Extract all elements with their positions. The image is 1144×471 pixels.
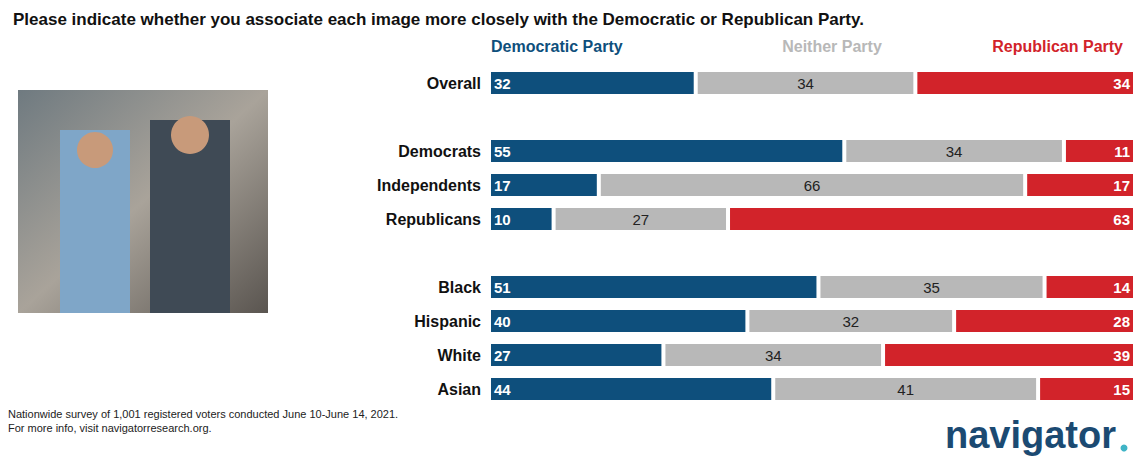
svg-text:For more info, visit navigator: For more info, visit navigatorresearch.o… bbox=[8, 422, 212, 434]
svg-text:44: 44 bbox=[494, 381, 511, 398]
svg-text:55: 55 bbox=[494, 143, 511, 160]
svg-text:Independents: Independents bbox=[377, 177, 481, 194]
svg-text:39: 39 bbox=[1113, 347, 1130, 364]
svg-text:Nationwide survey of 1,001 reg: Nationwide survey of 1,001 registered vo… bbox=[8, 408, 398, 420]
svg-text:51: 51 bbox=[494, 279, 511, 296]
svg-text:34: 34 bbox=[946, 143, 963, 160]
svg-text:Republicans: Republicans bbox=[386, 211, 481, 228]
svg-text:34: 34 bbox=[797, 75, 814, 92]
svg-text:Republican Party: Republican Party bbox=[992, 38, 1123, 55]
svg-text:32: 32 bbox=[494, 75, 511, 92]
svg-text:27: 27 bbox=[494, 347, 511, 364]
svg-text:66: 66 bbox=[804, 177, 821, 194]
svg-text:Neither Party: Neither Party bbox=[782, 38, 882, 55]
svg-text:11: 11 bbox=[1114, 143, 1130, 160]
svg-text:Asian: Asian bbox=[437, 381, 481, 398]
svg-text:Please indicate whether you as: Please indicate whether you associate ea… bbox=[13, 10, 864, 29]
svg-text:17: 17 bbox=[494, 177, 511, 194]
svg-text:Overall: Overall bbox=[427, 75, 481, 92]
svg-text:41: 41 bbox=[897, 381, 914, 398]
svg-text:Democratic Party: Democratic Party bbox=[491, 38, 623, 55]
svg-text:63: 63 bbox=[1113, 211, 1130, 228]
svg-text:34: 34 bbox=[765, 347, 782, 364]
svg-text:White: White bbox=[437, 347, 481, 364]
svg-text:17: 17 bbox=[1113, 177, 1130, 194]
svg-text:40: 40 bbox=[494, 313, 511, 330]
svg-text:Black: Black bbox=[438, 279, 481, 296]
svg-text:34: 34 bbox=[1113, 75, 1130, 92]
svg-text:Democrats: Democrats bbox=[398, 143, 481, 160]
svg-text:14: 14 bbox=[1113, 279, 1130, 296]
svg-text:Hispanic: Hispanic bbox=[414, 313, 481, 330]
svg-text:navigator: navigator bbox=[945, 414, 1116, 456]
svg-text:32: 32 bbox=[842, 313, 859, 330]
svg-text:10: 10 bbox=[494, 211, 511, 228]
svg-text:15: 15 bbox=[1113, 381, 1130, 398]
svg-text:27: 27 bbox=[632, 211, 649, 228]
svg-text:35: 35 bbox=[923, 279, 940, 296]
svg-text:28: 28 bbox=[1113, 313, 1130, 330]
